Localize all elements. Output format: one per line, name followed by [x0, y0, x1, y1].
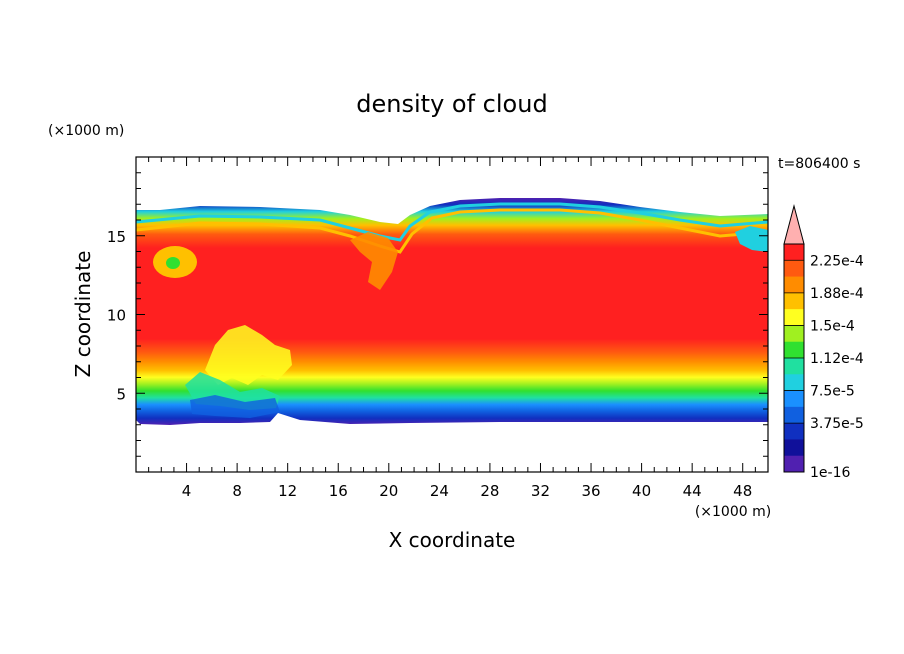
overturn-tongue — [350, 232, 398, 290]
x-tick-label: 16 — [329, 482, 348, 500]
colorbar-swatch — [784, 439, 804, 457]
time-label: t=806400 s — [778, 156, 860, 172]
x-tick-label: 32 — [531, 482, 550, 500]
colorbar-swatch — [784, 244, 804, 261]
y-axis-label: Z coordinate — [71, 251, 95, 378]
heatmap-field — [136, 198, 768, 425]
y-ticks: 5 10 15 — [107, 172, 768, 457]
colorbar: 2.25e-4 1.88e-4 1.5e-4 1.12e-4 7.5e-5 3.75e-5… — [783, 204, 864, 481]
cloud-layer — [136, 198, 768, 425]
x-tick-label: 8 — [232, 482, 242, 500]
colorbar-label: 2.25e-4 — [810, 253, 864, 269]
x-tick-label: 44 — [683, 482, 702, 500]
x-tick-label: 28 — [480, 482, 499, 500]
colorbar-label: 7.5e-5 — [810, 384, 855, 400]
cloud-top-edge-left — [136, 202, 768, 242]
right-edge-eddy — [735, 226, 768, 252]
turbulent-plume — [205, 325, 292, 385]
x-tick-label: 40 — [632, 482, 651, 500]
colorbar-label: 1.5e-4 — [810, 318, 855, 334]
colorbar-label: 1.12e-4 — [810, 351, 864, 367]
y-tick-label: 5 — [116, 385, 126, 403]
x-ticks: 4 8 12 16 20 24 28 32 36 40 44 48 — [148, 157, 756, 500]
y-unit-label: (×1000 m) — [48, 123, 124, 139]
turbulent-plume-deep — [190, 395, 280, 418]
x-tick-label: 4 — [182, 482, 192, 500]
colorbar-swatch — [784, 423, 804, 440]
x-tick-label: 12 — [278, 482, 297, 500]
colorbar-swatch — [784, 341, 804, 359]
x-unit-label: (×1000 m) — [695, 504, 771, 520]
x-tick-label: 20 — [379, 482, 398, 500]
colorbar-swatch — [784, 276, 804, 294]
colorbar-swatch — [784, 374, 804, 392]
colorbar-label: 1e-16 — [810, 465, 850, 481]
colorbar-label: 3.75e-5 — [810, 416, 864, 432]
colorbar-swatch — [784, 455, 804, 473]
colorbar-swatch — [784, 390, 804, 408]
y-tick-label: 10 — [107, 307, 126, 325]
colorbar-swatch — [784, 309, 804, 326]
x-tick-label: 48 — [733, 482, 752, 500]
colorbar-swatch — [784, 358, 804, 375]
x-tick-label: 24 — [430, 482, 449, 500]
colorbar-label: 1.88e-4 — [810, 286, 864, 302]
colorbar-extend-arrow — [783, 204, 805, 245]
eddy-left-core — [166, 257, 180, 269]
chart-title: density of cloud — [356, 90, 547, 118]
colorbar-swatch — [784, 325, 804, 343]
x-tick-label: 36 — [581, 482, 600, 500]
colorbar-swatch — [784, 260, 804, 278]
colorbar-swatch — [784, 292, 804, 310]
y-tick-label: 15 — [107, 228, 126, 246]
colorbar-swatch — [784, 406, 804, 424]
x-axis-label: X coordinate — [389, 528, 516, 552]
cloud-top-edge-inner — [136, 208, 768, 254]
